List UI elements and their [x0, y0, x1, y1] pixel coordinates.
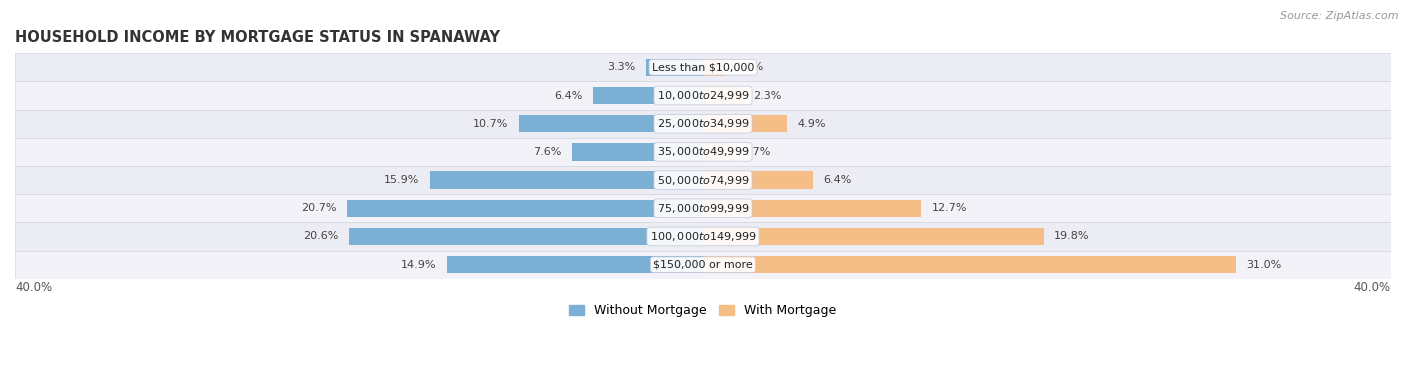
Bar: [703, 228, 1043, 245]
Text: 1.3%: 1.3%: [735, 62, 763, 72]
Text: $50,000 to $74,999: $50,000 to $74,999: [657, 174, 749, 187]
Text: 20.7%: 20.7%: [301, 203, 336, 213]
Text: 40.0%: 40.0%: [1354, 281, 1391, 294]
Text: $75,000 to $99,999: $75,000 to $99,999: [657, 202, 749, 215]
Bar: [349, 228, 703, 245]
Bar: [15, 222, 1391, 251]
Text: 19.8%: 19.8%: [1054, 231, 1090, 242]
Text: $35,000 to $49,999: $35,000 to $49,999: [657, 146, 749, 158]
Text: 6.4%: 6.4%: [554, 90, 582, 101]
Bar: [15, 110, 1391, 138]
Legend: Without Mortgage, With Mortgage: Without Mortgage, With Mortgage: [564, 299, 842, 322]
Bar: [15, 166, 1391, 194]
Text: 40.0%: 40.0%: [15, 281, 52, 294]
Bar: [703, 59, 725, 76]
Bar: [15, 81, 1391, 110]
Text: 15.9%: 15.9%: [384, 175, 419, 185]
Bar: [703, 87, 742, 104]
Bar: [15, 194, 1391, 222]
Text: 20.6%: 20.6%: [302, 231, 339, 242]
Bar: [429, 171, 703, 189]
Text: 2.3%: 2.3%: [752, 90, 782, 101]
Bar: [447, 256, 703, 273]
Text: Less than $10,000: Less than $10,000: [652, 62, 754, 72]
Bar: [703, 143, 733, 161]
Text: $10,000 to $24,999: $10,000 to $24,999: [657, 89, 749, 102]
Bar: [647, 59, 703, 76]
Bar: [347, 200, 703, 217]
Bar: [703, 200, 921, 217]
Text: 12.7%: 12.7%: [932, 203, 967, 213]
Text: 10.7%: 10.7%: [474, 119, 509, 129]
Bar: [572, 143, 703, 161]
Bar: [703, 256, 1236, 273]
Text: 4.9%: 4.9%: [797, 119, 827, 129]
Text: 3.3%: 3.3%: [607, 62, 636, 72]
Bar: [15, 138, 1391, 166]
Text: 7.6%: 7.6%: [534, 147, 562, 157]
Text: HOUSEHOLD INCOME BY MORTGAGE STATUS IN SPANAWAY: HOUSEHOLD INCOME BY MORTGAGE STATUS IN S…: [15, 30, 501, 45]
Text: 6.4%: 6.4%: [824, 175, 852, 185]
Text: 14.9%: 14.9%: [401, 260, 436, 270]
Text: $150,000 or more: $150,000 or more: [654, 260, 752, 270]
Text: $25,000 to $34,999: $25,000 to $34,999: [657, 117, 749, 130]
Bar: [519, 115, 703, 132]
Bar: [703, 171, 813, 189]
Text: 1.7%: 1.7%: [742, 147, 770, 157]
Bar: [703, 115, 787, 132]
Text: $100,000 to $149,999: $100,000 to $149,999: [650, 230, 756, 243]
Text: Source: ZipAtlas.com: Source: ZipAtlas.com: [1281, 11, 1399, 21]
Bar: [15, 53, 1391, 81]
Text: 31.0%: 31.0%: [1247, 260, 1282, 270]
Bar: [15, 251, 1391, 279]
Bar: [593, 87, 703, 104]
